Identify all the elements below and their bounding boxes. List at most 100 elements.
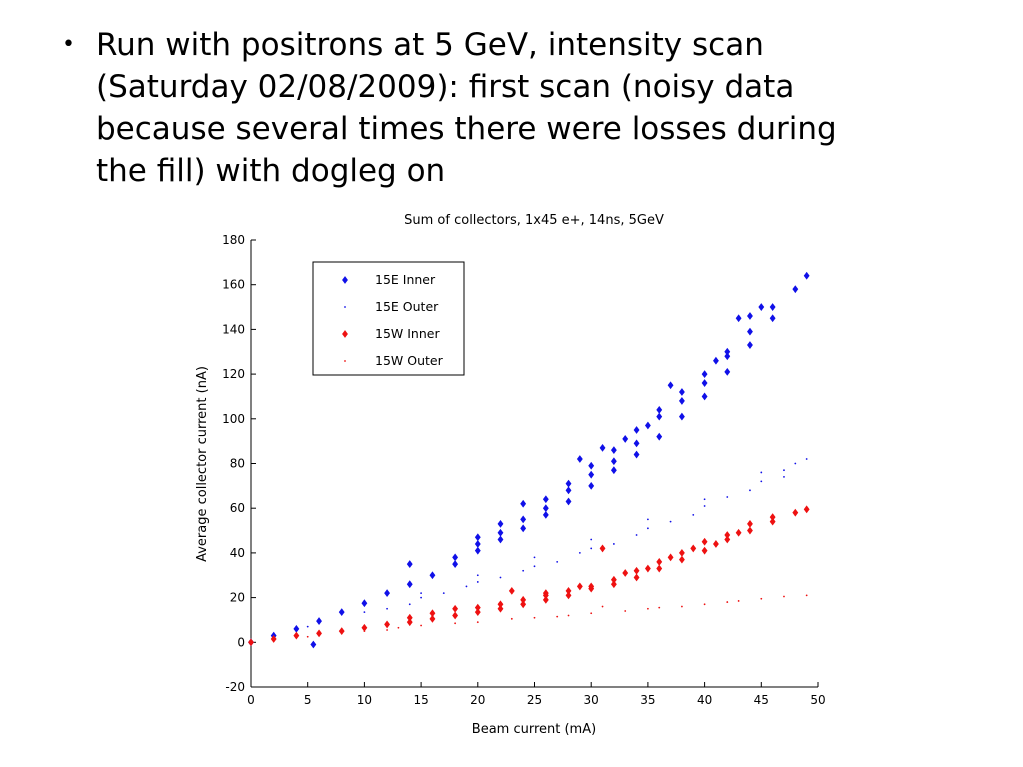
y-tick-label: 20 [230,591,245,605]
data-point [805,594,808,597]
data-point [667,381,674,390]
data-point [497,600,504,609]
data-point [588,582,595,591]
data-point [803,271,810,280]
bullet-line: because several times there were losses … [96,111,837,147]
data-point [386,607,388,610]
data-point [384,620,391,629]
data-point [542,504,549,513]
data-point [735,314,742,323]
data-point [769,513,776,522]
data-point [442,592,445,595]
data-point [429,609,436,618]
data-point [293,624,300,633]
data-point [454,622,457,625]
data-point [656,432,663,441]
data-point [576,582,583,591]
data-point [726,601,729,603]
data-point [474,540,481,548]
data-point [703,505,706,507]
data-point [338,608,345,617]
data-point [522,569,525,572]
data-point [406,580,413,589]
x-tick-label: 40 [697,693,712,707]
data-point [760,471,763,474]
data-point [703,603,706,606]
data-point [724,352,731,361]
data-point [576,455,583,463]
data-point [760,597,763,600]
data-point [647,518,649,521]
data-point [520,515,527,524]
data-point [508,586,515,595]
data-point [747,519,753,528]
data-point [758,303,765,311]
bullet-line: Run with positrons at 5 GeV, intensity s… [96,27,764,63]
data-point [520,499,527,508]
data-point [783,595,785,598]
data-point [452,611,459,620]
data-point [713,356,719,365]
data-point [452,560,459,568]
data-point [678,555,685,564]
data-point [656,557,663,566]
data-point [310,640,317,649]
data-point [724,531,731,539]
data-point [578,552,581,554]
bullet-line: the fill) with dogleg on [96,153,446,189]
data-point [542,511,549,519]
data-point [429,614,436,623]
data-point [497,519,504,528]
series-15w-outer [250,594,808,644]
series-15e-outer [250,458,808,644]
legend-label: 15E Outer [375,299,439,314]
legend-marker [344,360,346,362]
bullet-text: Run with positrons at 5 GeV, intensity s… [96,24,837,192]
y-tick-label: 0 [237,635,245,649]
data-point [792,508,799,517]
data-point [633,439,640,448]
data-point [792,285,799,294]
data-point [590,612,593,615]
data-point [542,595,549,604]
data-point [363,611,366,614]
data-point [703,498,706,501]
data-point [622,435,629,443]
data-point [565,479,572,488]
data-point [635,534,638,536]
data-point [610,446,617,454]
data-point [406,618,413,627]
x-axis-label: Beam current (mA) [472,722,596,737]
data-point [361,623,368,632]
data-point [769,303,776,311]
data-point [476,621,479,624]
data-point [724,347,731,356]
data-point [624,610,627,612]
data-point [701,379,708,387]
data-point [735,528,742,537]
data-point [590,547,593,550]
data-point [361,599,368,608]
data-point [647,607,649,610]
data-point [556,615,559,618]
data-point [760,480,763,483]
data-point [510,617,513,620]
data-point [633,566,640,575]
y-tick-label: 160 [222,278,245,292]
y-tick-label: 40 [230,546,245,560]
data-point [588,481,595,490]
slide-text: • Run with positrons at 5 GeV, intensity… [62,24,982,192]
y-tick-label: 120 [222,367,245,381]
data-point [520,524,527,533]
data-point [658,606,661,609]
data-point [306,625,309,628]
x-tick-label: 10 [357,693,372,707]
data-point [465,585,468,588]
data-point [452,604,459,613]
data-point [692,514,695,516]
data-point [452,553,459,562]
data-point [610,580,617,589]
data-point [406,613,413,622]
data-point [701,370,708,378]
data-point [420,596,422,599]
